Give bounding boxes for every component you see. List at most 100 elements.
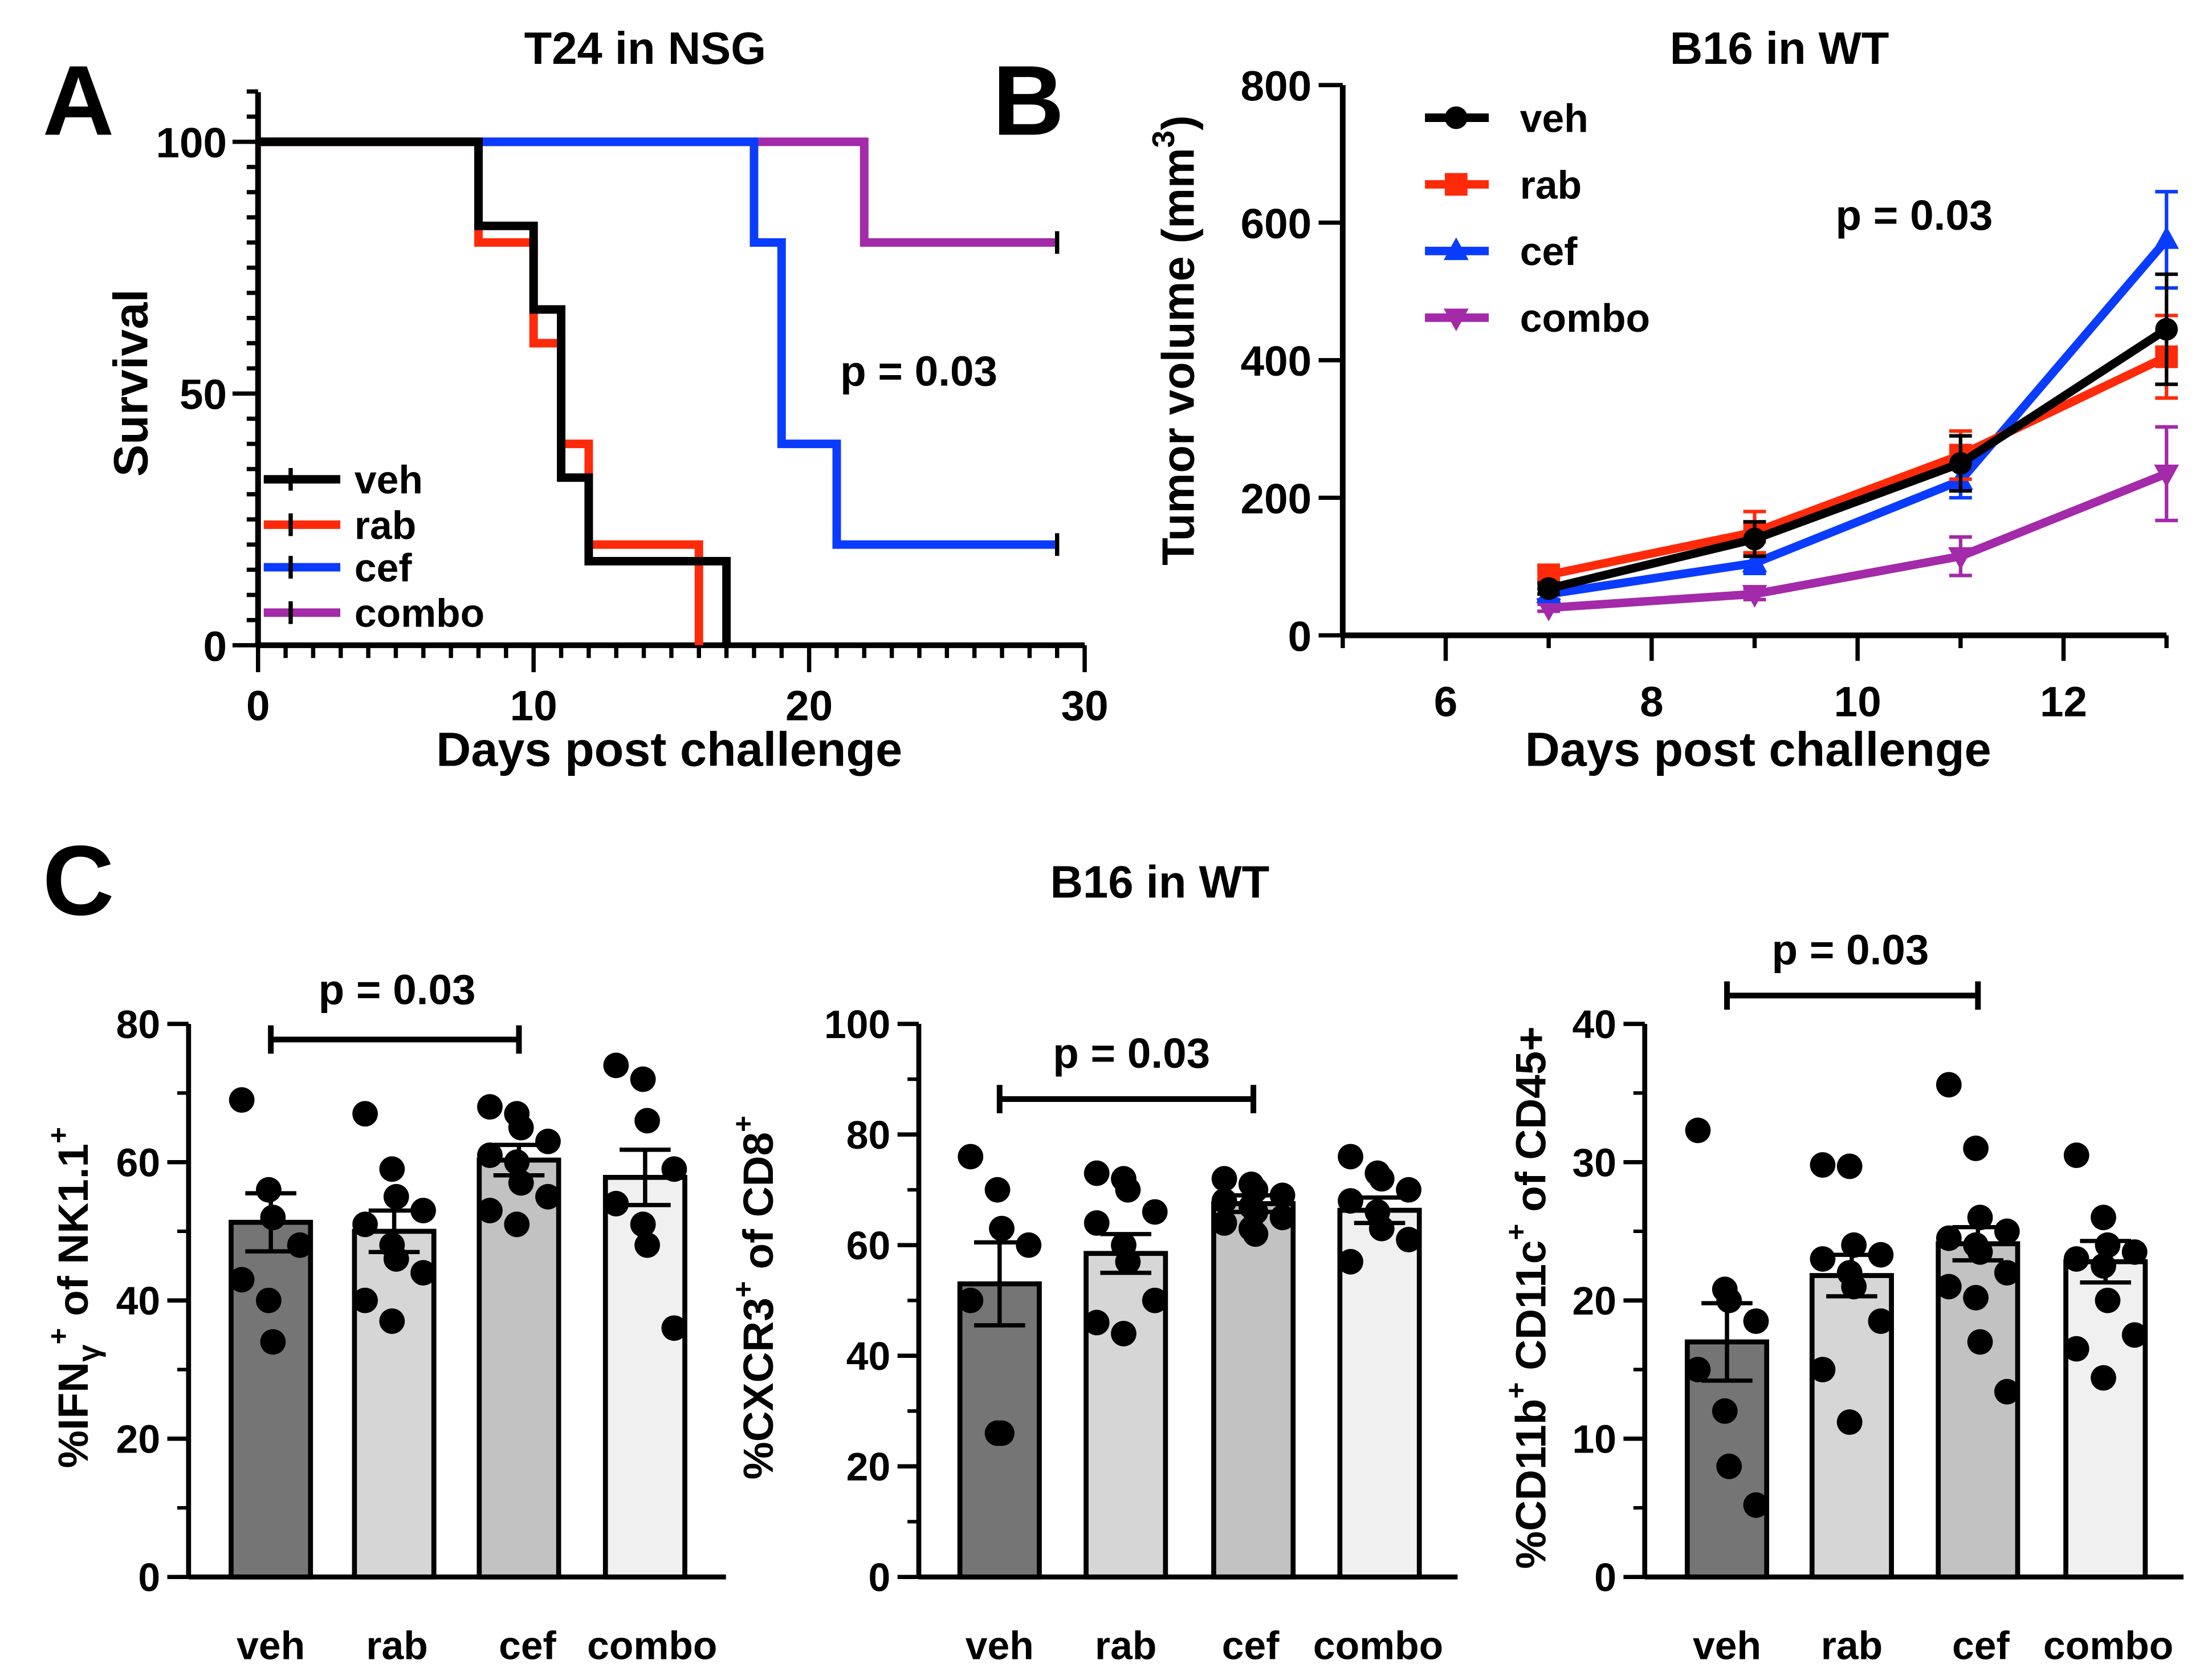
- bar-category-label: combo: [587, 1624, 717, 1668]
- survival-curve-veh: [258, 137, 731, 645]
- data-point-rab: [1810, 1357, 1836, 1382]
- data-point-cef: [477, 1198, 503, 1223]
- data-point-veh: [1712, 1398, 1738, 1424]
- panel-b-y-tick-label: 400: [1241, 337, 1312, 385]
- panel-b-xlabel: Days post challenge: [1525, 722, 1991, 776]
- panel-a-y-tick-label: 0: [203, 622, 227, 670]
- data-point-cef: [1994, 1378, 2020, 1405]
- legend-a-cef-label: cef: [355, 546, 412, 590]
- data-point-cef: [535, 1183, 561, 1210]
- panel-b-ylabel-main: Tumor volume (mm: [1153, 148, 1204, 566]
- bar-y-tick-label: 20: [1573, 1279, 1616, 1323]
- c1-ylabel-gamma: γ: [71, 1344, 106, 1362]
- bar-y-tick-label: 100: [824, 1002, 890, 1047]
- panel-b-x-tick-label: 12: [2040, 677, 2087, 725]
- data-point-veh: [989, 1420, 1015, 1446]
- data-point-veh: [1685, 1117, 1711, 1144]
- data-point-rab: [1841, 1232, 1867, 1258]
- survival-curve-cef: [258, 137, 1057, 549]
- panel-b-pvalue: p = 0.03: [1835, 191, 1993, 239]
- panel-b-y-tick-label: 0: [1288, 612, 1312, 660]
- panel-b-x-tick-label: 8: [1640, 677, 1664, 725]
- panel-c: C B16 in WT 0 20 40 60 80 veh rab cef combo %IFN…: [42, 825, 2184, 1668]
- bar-y-tick-label: 60: [846, 1223, 890, 1268]
- data-point-rab: [1868, 1242, 1894, 1268]
- data-point-rab: [1868, 1308, 1894, 1334]
- growth-point-combo: [1948, 547, 1973, 570]
- data-point-veh: [989, 1215, 1015, 1242]
- data-point-veh: [256, 1177, 282, 1203]
- panel-b-ylabel: Tumor volume (mm3): [1146, 115, 1204, 566]
- c1-ylabel-plus1: +: [42, 1328, 74, 1344]
- panel-c-cxcr3-chart: 0 20 40 60 80 100 veh rab cef combo: [824, 1002, 1458, 1668]
- legend-b-rab-label: rab: [1520, 162, 1582, 207]
- data-point-rab: [1111, 1321, 1136, 1346]
- panel-b-growth-curves: [1536, 190, 2180, 622]
- data-point-combo: [661, 1156, 687, 1182]
- c3-ylabel-plus2: +: [1500, 1224, 1532, 1240]
- panel-c2-ylabel: %CXCR3+ of CD8+: [727, 1116, 782, 1480]
- data-point-veh: [256, 1287, 282, 1313]
- data-point-rab: [379, 1308, 405, 1334]
- data-point-combo: [2095, 1287, 2121, 1313]
- data-point-veh: [1716, 1453, 1742, 1479]
- panel-b: B B16 in WT Tumor volume (mm3) Days post…: [992, 23, 2180, 776]
- c3-ylabel-a: %CD11b: [1507, 1399, 1555, 1569]
- data-point-rab: [1810, 1152, 1836, 1178]
- panel-a-xlabel: Days post challenge: [436, 722, 902, 776]
- panel-label-c: C: [43, 825, 115, 936]
- c1-ylabel-d: of NK1.1: [49, 1144, 97, 1328]
- data-point-cef: [535, 1128, 561, 1154]
- panel-b-legend: veh rab cef combo: [1425, 96, 1650, 340]
- data-point-cef: [1963, 1284, 1989, 1311]
- data-point-cef: [1936, 1274, 1962, 1300]
- c2-ylabel-plus2: +: [727, 1116, 759, 1132]
- legend-b-rab-marker: [1444, 173, 1468, 196]
- bar-category-label: cef: [499, 1624, 556, 1668]
- legend-b-cef-marker: [1443, 237, 1469, 261]
- data-point-combo: [2063, 1142, 2089, 1168]
- data-point-cef: [1936, 1225, 1962, 1251]
- c2-ylabel-plus1: +: [727, 1281, 759, 1297]
- data-point-veh: [1016, 1232, 1042, 1258]
- data-point-combo: [603, 1052, 629, 1079]
- panel-a-ylabel: Survival: [104, 289, 158, 477]
- panel-a-y-tick-label: 100: [156, 119, 227, 166]
- growth-line-cef: [1548, 237, 2170, 599]
- data-point-cef: [1269, 1205, 1296, 1231]
- panel-b-y-tick-label: 600: [1241, 200, 1312, 247]
- data-point-rab: [1115, 1177, 1141, 1203]
- legend-b-veh-label: veh: [1520, 96, 1588, 140]
- legend-a-combo-label: combo: [355, 591, 484, 636]
- data-point-combo: [1368, 1166, 1395, 1192]
- data-point-combo: [2091, 1205, 2116, 1231]
- panel-a-x-tick-label: 20: [785, 682, 833, 730]
- bar-y-tick-label: 0: [869, 1555, 891, 1600]
- panel-b-x-tick-label: 6: [1434, 677, 1458, 725]
- growth-point-cef: [2154, 226, 2180, 249]
- c2-ylabel-c: of CD8: [734, 1132, 782, 1281]
- data-point-combo: [1338, 1248, 1363, 1275]
- panel-a-axes: 0 50 100 0 10 20 30: [156, 89, 1109, 730]
- data-point-combo: [661, 1315, 687, 1341]
- data-point-veh: [260, 1329, 286, 1355]
- data-point-cef: [477, 1142, 503, 1168]
- panel-label-b: B: [992, 44, 1064, 156]
- data-point-veh: [958, 1144, 984, 1170]
- data-point-rab: [1083, 1309, 1110, 1336]
- bar-y-tick-label: 0: [138, 1555, 160, 1600]
- panel-a-x-tick-label: 30: [1061, 682, 1109, 730]
- data-point-cef: [1211, 1166, 1237, 1192]
- c1-ylabel-plus2: +: [42, 1127, 74, 1144]
- panel-b-x-tick-label: 10: [1834, 677, 1881, 725]
- bar-y-tick-label: 20: [116, 1417, 160, 1462]
- panel-c2-pvalue: p = 0.03: [1053, 1029, 1210, 1077]
- bar-category-label: combo: [1313, 1624, 1443, 1668]
- growth-point-cef: [1742, 549, 1767, 572]
- bar-category-label: rab: [366, 1624, 427, 1668]
- c3-ylabel-plus1: +: [1500, 1382, 1532, 1399]
- data-point-cef: [1269, 1182, 1296, 1209]
- bar-category-label: veh: [1693, 1624, 1761, 1668]
- data-point-combo: [2063, 1336, 2089, 1362]
